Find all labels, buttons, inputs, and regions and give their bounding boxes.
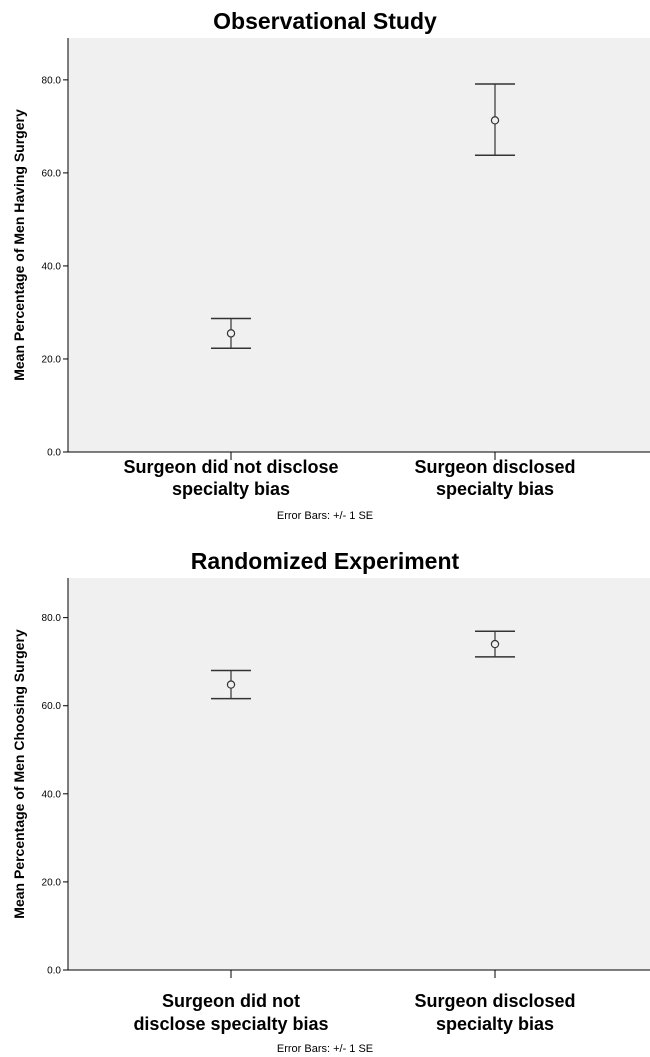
y-tick-label: 80.0 (42, 613, 62, 624)
y-tick-label: 0.0 (47, 448, 61, 459)
error-bars-note: Error Bars: +/- 1 SE (276, 510, 374, 522)
mean-point (226, 329, 236, 338)
x-category-label-line: Surgeon did not disclose (123, 457, 338, 477)
y-tick-label: 20.0 (42, 877, 62, 888)
x-category-label: Surgeon disclosed specialty bias (414, 457, 575, 499)
y-tick-label: 80.0 (42, 75, 62, 86)
x-category-label-line: specialty bias (172, 479, 290, 499)
x-category-label-line: Surgeon disclosed (414, 457, 575, 477)
chart-panel-randomized: 0.0 20.0 40.0 60.0 80.0 Mean Percentage of Me… (0, 540, 650, 1057)
plot-area (68, 38, 650, 452)
chart-title: Observational Study (213, 8, 437, 34)
chart-title: Randomized Experiment (190, 548, 460, 574)
y-tick-label: 60.0 (42, 701, 62, 712)
x-category-label: Surgeon did not disclose specialty bias (133, 991, 328, 1034)
y-axis-label: Mean Percentage of Men Choosing Surgery (11, 629, 27, 919)
y-tick-label: 60.0 (42, 168, 62, 179)
x-category-label: Surgeon did not disclose specialty bias (123, 457, 338, 499)
y-tick-label: 0.0 (47, 966, 61, 977)
x-category-label-line: Surgeon disclosed (414, 991, 575, 1011)
mean-point (226, 680, 236, 689)
y-tick-label: 20.0 (42, 354, 62, 365)
error-bars-note: Error Bars: +/- 1 SE (276, 1043, 374, 1055)
x-category-label-line: specialty bias (436, 1014, 554, 1034)
mean-point (490, 116, 500, 125)
x-category-label-line: disclose specialty bias (133, 1014, 328, 1034)
y-axis-label: Mean Percentage of Men Having Surgery (11, 109, 27, 381)
x-category-label-line: Surgeon did not (162, 991, 300, 1011)
x-category-label: Surgeon disclosed specialty bias (414, 991, 575, 1034)
chart-svg-observational: 0.0 20.0 40.0 60.0 80.0 Mean Percentage of Me… (11, 38, 650, 499)
y-tick-label: 40.0 (42, 261, 62, 272)
chart-svg-randomized: 0.0 20.0 40.0 60.0 80.0 Mean Percentage of Me… (11, 578, 650, 1034)
y-tick-label: 40.0 (42, 789, 62, 800)
chart-panel-observational: 0.0 20.0 40.0 60.0 80.0 Mean Percentage of Me… (11, 8, 650, 522)
mean-point (490, 639, 500, 649)
x-category-label-line: specialty bias (436, 479, 554, 499)
plot-area (68, 578, 650, 970)
